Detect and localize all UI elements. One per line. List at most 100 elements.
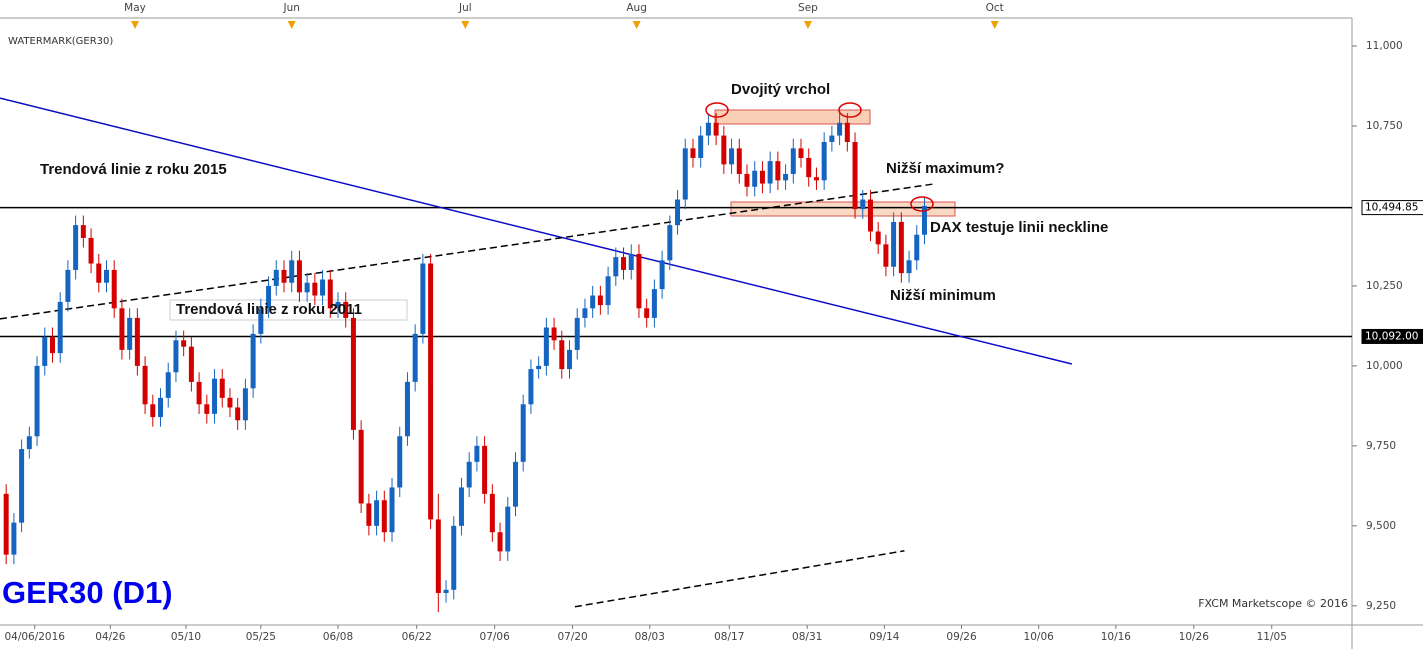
candle-body [559,340,565,370]
candle-body [821,141,827,181]
candle-body [26,436,32,450]
candle-body [536,365,542,370]
candle-body [489,493,495,533]
candle-body [829,135,835,142]
candle-body [281,269,287,283]
candle-body [150,404,156,418]
candle-body [358,429,364,504]
candle-body [698,135,704,158]
candle-body [412,333,418,382]
trendline [0,97,1073,365]
candle-body [204,404,210,414]
candle-body [49,337,55,354]
candle-body [443,589,449,594]
top-tick-marker [461,21,470,29]
x-tick-label: 09/14 [869,631,900,643]
candle-body [705,122,711,136]
candle-body [435,519,441,594]
x-tick-label: 05/25 [246,631,276,643]
candle-body [551,327,557,341]
candle-body [289,260,295,283]
annotation: Nižší maximum? [886,160,1004,177]
top-tick-label: Sep [798,2,818,14]
candle-body [242,388,248,421]
candle-body [906,260,912,274]
top-tick-marker [803,21,812,29]
candle-body [628,253,634,270]
candle-body [350,317,356,430]
top-tick-label: Oct [986,2,1004,14]
top-tick-label: Jul [458,2,472,14]
candle-body [837,122,843,136]
x-tick-label: 11/05 [1257,631,1287,643]
annotation: Trendová linie z roku 2015 [40,161,227,178]
plot-area [0,97,1352,613]
candle-body [567,349,573,370]
candle-body [713,122,719,136]
candle-body [759,170,765,184]
candle-body [65,269,71,302]
candle-body [235,407,241,421]
candle-body [80,225,86,238]
x-tick-label: 08/03 [635,631,665,643]
candle-body [798,148,804,158]
x-tick-label: 07/06 [480,631,511,643]
candle-body [790,148,796,174]
candle-body [250,333,256,389]
trendline [0,183,935,320]
candle-body [366,503,372,526]
y-tick-label: 10,000 [1366,360,1403,372]
candle-body [428,263,434,520]
candle-body [528,369,534,405]
candle-body [621,257,627,270]
candle-body [767,161,773,184]
candle-body [219,378,225,398]
price-label: 10,092.00 [1365,330,1418,342]
x-tick-label: 05/10 [171,631,201,643]
candle-body [227,397,233,408]
candle-body [466,461,472,488]
candle-body [266,285,272,309]
x-tick-label: 06/22 [402,631,432,643]
candle-body [659,260,665,290]
candle-body [744,173,750,187]
y-tick-label: 9,750 [1366,440,1396,452]
annotation: Dvojitý vrchol [731,81,830,98]
x-tick-label: 10/16 [1101,631,1132,643]
candle-body [497,532,503,552]
candle-body [212,378,218,414]
candle-body [729,148,735,165]
annotation: Trendová linie z roku 2011 [176,301,362,318]
candle-body [505,506,511,552]
price-label-box [1361,200,1423,216]
x-tick-label: 08/17 [714,631,744,643]
candle-body [420,263,426,334]
candle-body [914,234,920,261]
candle-body [397,436,403,488]
credit: FXCM Marketscope © 2016 [1198,597,1348,610]
candle-body [775,161,781,181]
candle-body [158,397,164,418]
y-tick-label: 11,000 [1366,40,1403,52]
x-tick-label: 04/06/2016 [4,631,65,643]
candle-body [520,404,526,462]
candle-body [651,289,657,318]
candle-body [320,279,326,296]
candle-body [296,260,302,293]
candle-body [543,327,549,366]
candle-body [374,500,380,526]
top-tick-label: Aug [626,2,647,14]
candle-body [736,148,742,174]
candle-body [644,308,650,318]
candle-body [752,170,758,187]
candle-body [867,199,873,232]
candle-body [721,135,727,165]
candle-body [875,231,881,245]
annotation: Nižší minimum [890,287,996,304]
top-tick-marker [131,21,140,29]
candle-body [327,279,333,309]
marker-ellipse [705,102,729,118]
candle-body [574,317,580,350]
candle-body [813,177,819,181]
marker-ellipse [910,196,934,212]
